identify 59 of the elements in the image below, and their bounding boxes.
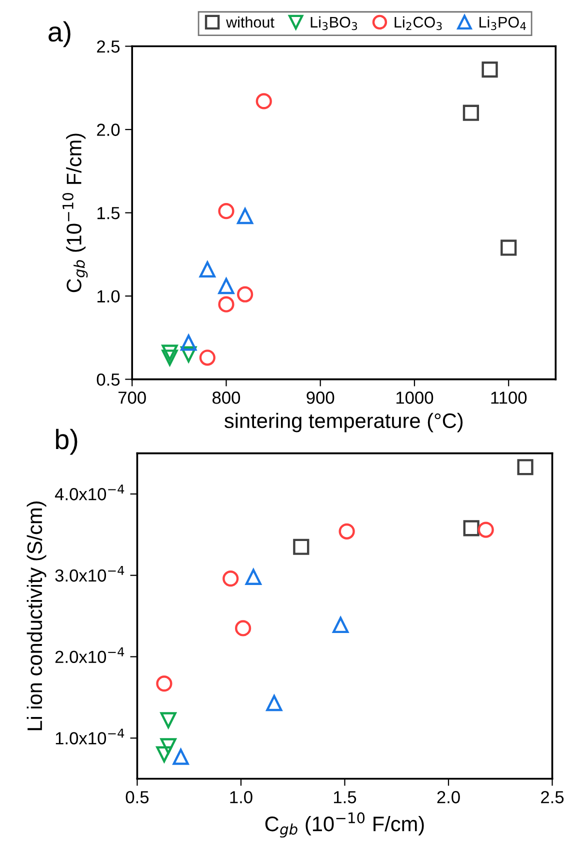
legend-label: Li$_{3}$PO$_{4}$ xyxy=(480,16,526,30)
point xyxy=(338,523,355,540)
chart-title: a) xyxy=(48,21,70,48)
point xyxy=(156,676,172,692)
y-axis-title: C$_{gb}$ (10$^{−10}$ F/cm) xyxy=(62,134,88,292)
point xyxy=(234,620,252,636)
x-tick-label: 1.5 xyxy=(334,791,356,804)
legend-label: without xyxy=(226,16,274,28)
point xyxy=(462,104,480,121)
point xyxy=(478,522,494,538)
point xyxy=(266,695,282,712)
point xyxy=(160,738,176,754)
y-tick-label: 0.5 xyxy=(96,373,120,386)
x-tick-label: 0.5 xyxy=(126,791,149,804)
point xyxy=(172,748,189,765)
chart-title: b) xyxy=(56,428,78,455)
point xyxy=(500,240,517,256)
point xyxy=(482,62,498,78)
y-tick-label: 1.5 xyxy=(97,207,120,220)
y-tick-label: 1.0x10$^{−4}$ xyxy=(56,728,124,744)
x-tick-label: 800 xyxy=(212,392,240,404)
point xyxy=(162,344,178,361)
x-axis-title: sintering temperature (°C) xyxy=(224,412,463,432)
y-axis-title: Li ion conductivity (S/cm) xyxy=(26,502,46,730)
point xyxy=(199,261,216,278)
point xyxy=(218,203,234,220)
y-tick-label: 1.0 xyxy=(97,290,120,302)
y-tick-label: 2.5 xyxy=(97,40,120,53)
x-tick-label: 900 xyxy=(306,392,334,404)
x-tick-label: 2.0 xyxy=(437,791,460,804)
y-tick-label: 3.0x10$^{−4}$ xyxy=(55,566,124,582)
y-tick-label: 2.0 xyxy=(97,124,120,136)
point xyxy=(332,616,349,634)
point xyxy=(218,296,234,312)
point xyxy=(463,520,480,536)
point xyxy=(517,459,534,476)
point xyxy=(222,570,239,587)
point xyxy=(237,286,254,302)
point xyxy=(162,350,178,366)
point xyxy=(256,93,272,110)
x-tick-label: 700 xyxy=(118,392,146,404)
y-tick-label: 4.0x10$^{−4}$ xyxy=(54,484,124,500)
point xyxy=(199,350,216,366)
x-tick-label: 1100 xyxy=(491,392,527,404)
legend-label: Li$_{3}$BO$_{3}$ xyxy=(310,16,358,30)
point xyxy=(156,746,172,762)
x-tick-label: 1000 xyxy=(396,392,434,404)
legend-label: Li$_{2}$CO$_{3}$ xyxy=(394,16,442,30)
point xyxy=(237,208,254,224)
point xyxy=(160,712,176,728)
point xyxy=(180,346,197,362)
y-tick-label: 2.0x10$^{−4}$ xyxy=(55,647,124,664)
point xyxy=(245,568,262,586)
x-tick-label: 2.5 xyxy=(541,791,564,804)
point xyxy=(218,278,234,294)
point xyxy=(180,334,197,351)
x-axis-title: C$_{gb}$ (10$^{−10}$ F/cm) xyxy=(265,812,424,838)
point xyxy=(293,538,310,555)
x-tick-label: 1.0 xyxy=(230,791,252,804)
